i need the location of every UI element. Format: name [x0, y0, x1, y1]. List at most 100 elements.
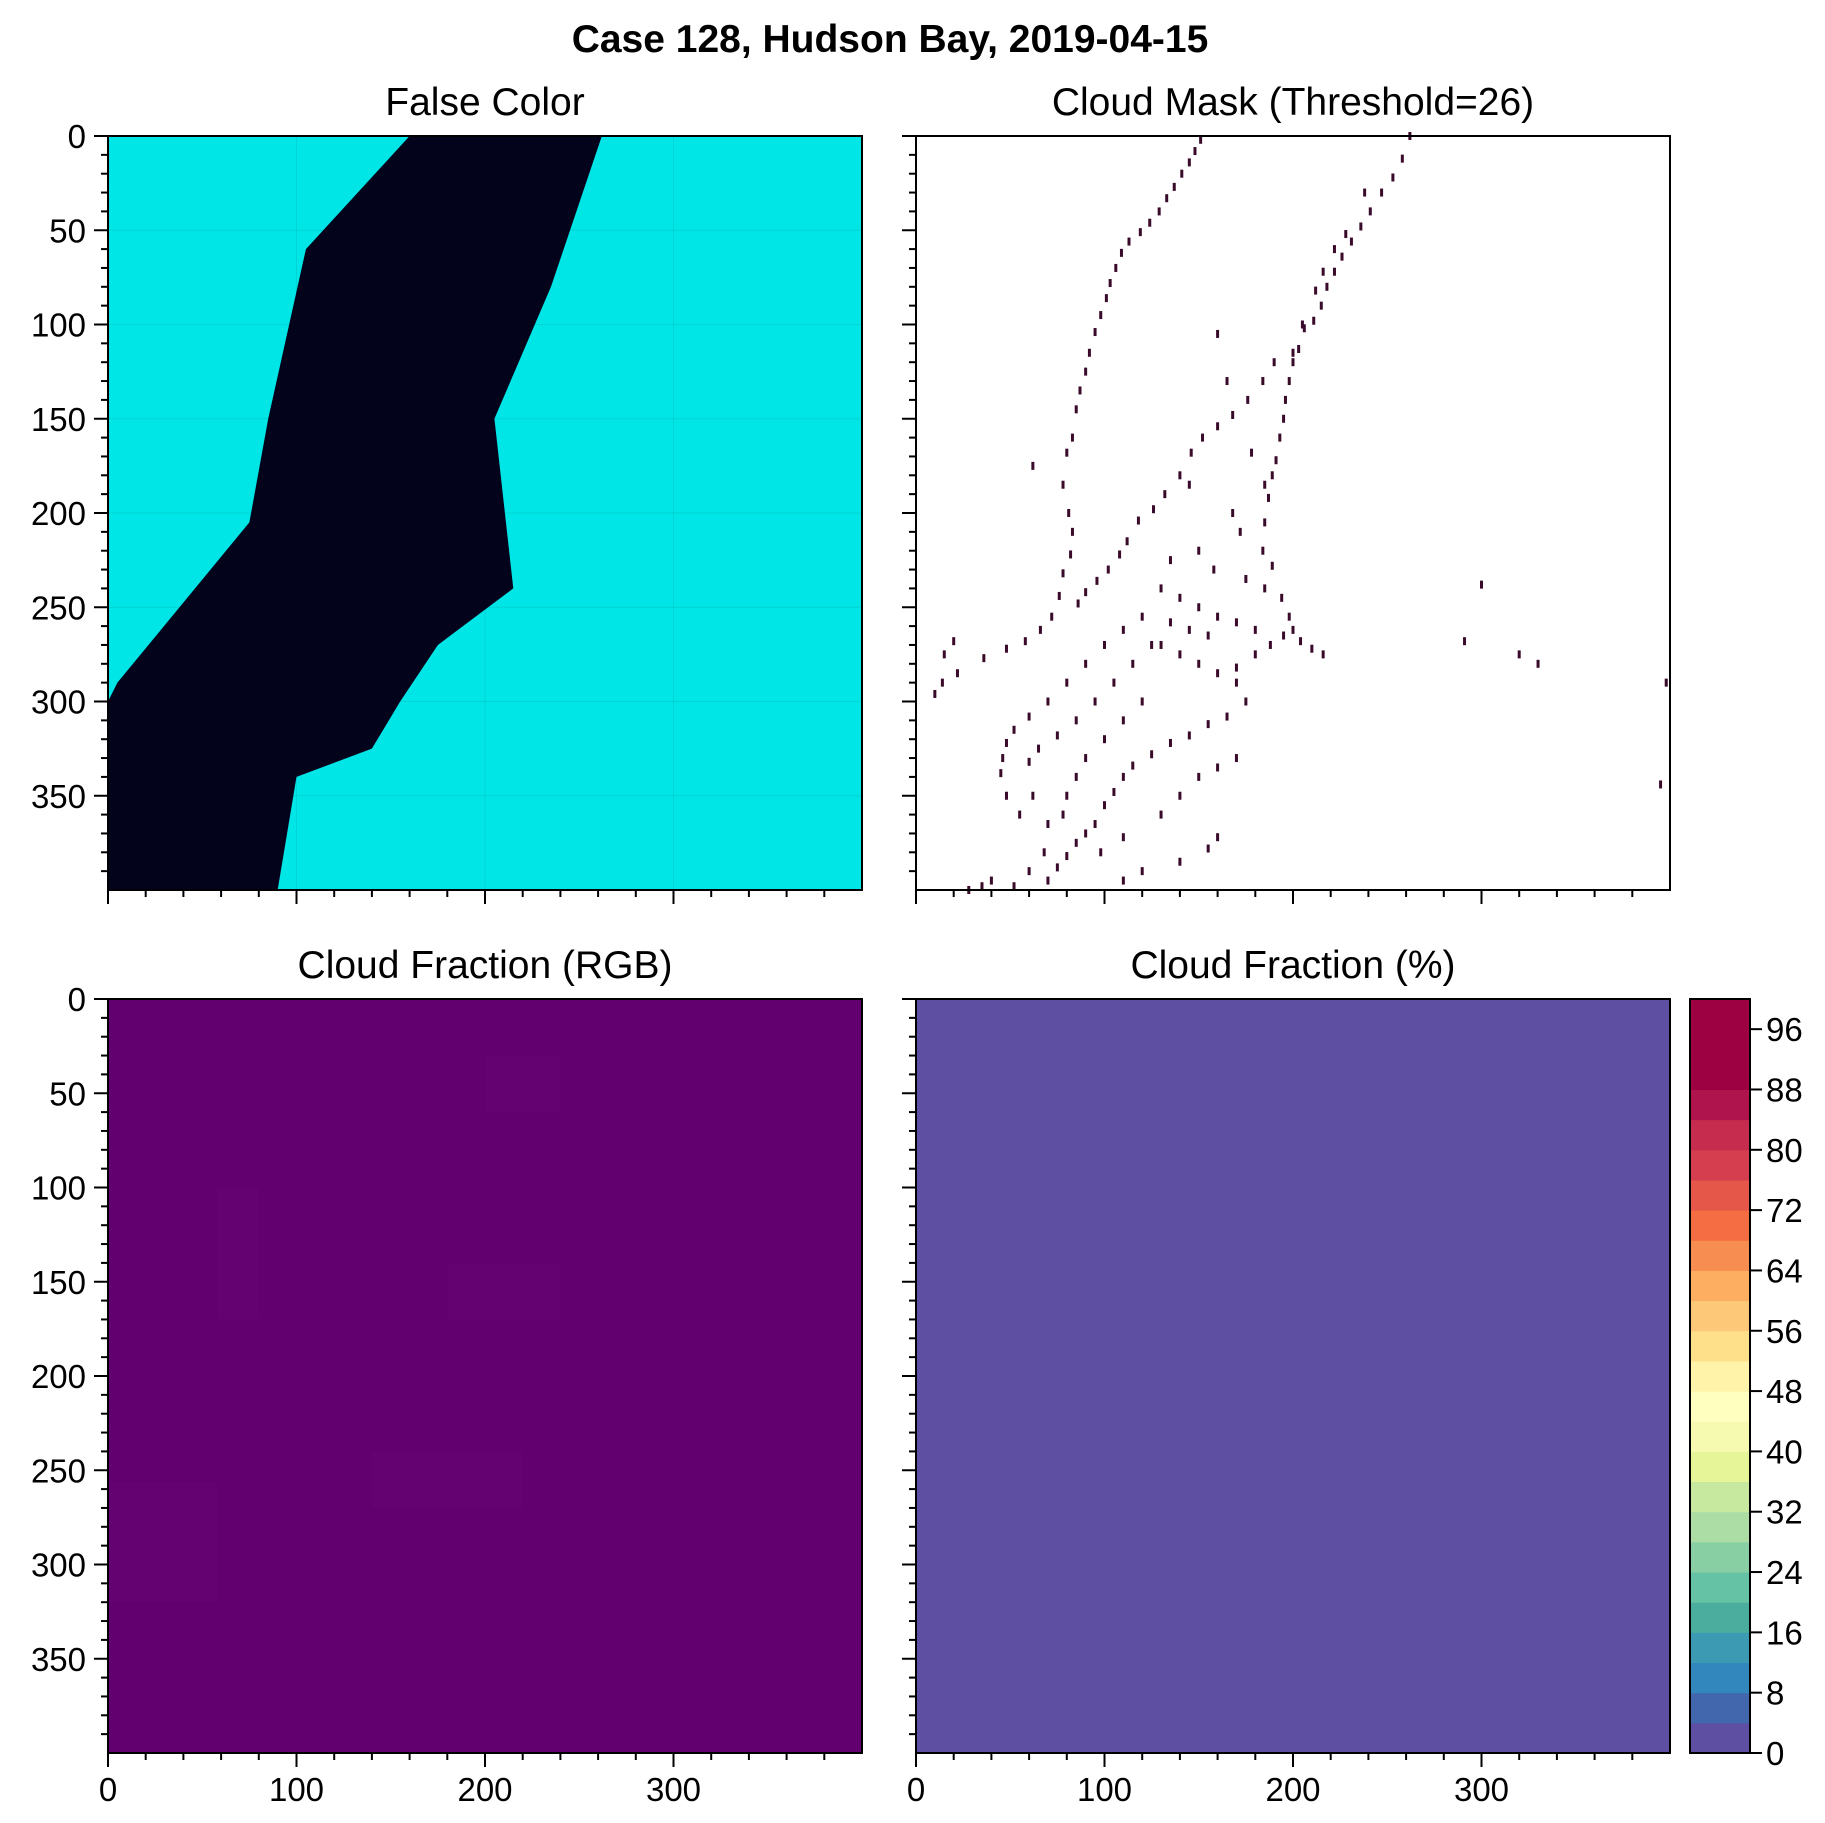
mask-pixel	[1159, 584, 1163, 593]
colorbar-tick-label: 32	[1766, 1494, 1803, 1531]
mask-pixel	[1165, 194, 1169, 203]
mask-pixel	[1216, 669, 1220, 678]
mask-pixel	[1172, 182, 1176, 191]
mask-pixel	[1380, 188, 1384, 197]
mask-pixel	[1391, 173, 1395, 182]
mask-pixel	[942, 650, 946, 659]
mask-pixel	[1231, 410, 1235, 419]
mask-pixel	[1140, 867, 1144, 876]
colorbar-tick-label: 40	[1766, 1433, 1803, 1470]
panel-cloud-fraction-pct: Cloud Fraction (%) 0 100 200 300	[902, 944, 1671, 1808]
mask-pixel	[1187, 731, 1191, 740]
mask-pixel	[1103, 801, 1106, 810]
panel-cloud-fraction-rgb: Cloud Fraction (RGB) 0 100 200 300 0 50 100 150…	[31, 944, 863, 1808]
mask-pixel	[1027, 757, 1031, 766]
mask-pixel	[1131, 659, 1135, 668]
colorbar-segment	[1690, 1179, 1750, 1211]
cloud-mask-image	[916, 132, 1670, 894]
colorbar-segment	[1690, 1391, 1750, 1422]
axes-ticks-cloud-fraction-rgb: 0 100 200 300 0 50 100 150 200 250 300 350	[31, 981, 826, 1808]
mask-pixel	[1297, 345, 1301, 354]
mask-pixel	[1065, 678, 1069, 687]
mask-pixel	[1038, 625, 1042, 634]
mask-pixel	[1095, 576, 1099, 585]
mask-pixel	[1302, 324, 1306, 333]
mask-pixel	[1197, 603, 1201, 612]
panel-title-cloud-fraction-rgb: Cloud Fraction (RGB)	[298, 944, 673, 987]
mask-pixel	[1216, 763, 1220, 772]
x-tick-label: 0	[99, 1771, 117, 1808]
mask-pixel	[1319, 301, 1323, 310]
y-tick-label: 350	[31, 1641, 86, 1678]
x-tick-label: 100	[1077, 1771, 1132, 1808]
open-water-area	[108, 136, 602, 890]
colorbar-tick-label: 56	[1766, 1313, 1803, 1350]
colorbar-segment	[1690, 1240, 1750, 1271]
mask-pixel	[1099, 848, 1103, 857]
mask-pixel	[1065, 852, 1069, 861]
colorbar-segment	[1690, 1029, 1750, 1060]
mask-pixel	[1140, 612, 1144, 621]
y-tick-label: 100	[31, 1170, 86, 1207]
mask-pixel	[1270, 471, 1274, 480]
y-tick-label: 50	[49, 212, 86, 249]
mask-pixel	[1084, 829, 1088, 838]
mask-pixel	[1004, 644, 1008, 653]
mask-pixel	[1206, 631, 1210, 640]
mask-pixel	[1244, 697, 1248, 706]
mask-pixel	[1046, 820, 1050, 829]
colorbar-tick-label: 80	[1766, 1132, 1803, 1169]
mask-pixel	[1104, 294, 1108, 303]
mask-pixel	[1125, 537, 1129, 546]
mask-pixel	[980, 882, 984, 891]
mask-pixel	[1087, 348, 1091, 357]
colorbar-frame	[1689, 998, 1751, 1754]
mask-pixel	[1099, 311, 1103, 320]
rgb-patch	[108, 1481, 218, 1603]
mask-pixel	[1234, 754, 1238, 763]
mask-pixel	[1253, 625, 1257, 634]
panel-title-false-color: False Color	[385, 81, 584, 124]
colorbar-tick-label: 88	[1766, 1071, 1803, 1108]
mask-pixel	[1084, 367, 1088, 376]
mask-pixel	[1197, 546, 1201, 555]
mask-pixel	[1268, 640, 1272, 649]
mask-pixel	[1178, 650, 1182, 659]
mask-pixel	[1168, 556, 1172, 565]
colorbar-tick-label: 0	[1766, 1735, 1784, 1772]
x-tick-label: 300	[646, 1771, 701, 1808]
mask-pixel	[1216, 422, 1220, 431]
mask-pixel	[1076, 599, 1080, 608]
mask-pixel	[940, 678, 944, 687]
mask-pixel	[1187, 480, 1191, 489]
mask-pixel	[1121, 716, 1125, 725]
colorbar-segment	[1690, 1330, 1750, 1362]
mask-pixel	[1332, 245, 1336, 254]
y-tick-label: 150	[31, 401, 86, 438]
mask-pixel	[1108, 279, 1112, 288]
colorbar-segment	[1690, 1149, 1750, 1181]
mask-pixel	[1212, 565, 1216, 574]
mask-pixel	[1046, 697, 1050, 706]
mask-pixel	[1070, 433, 1074, 442]
mask-pixel	[1074, 716, 1078, 725]
mask-pixel	[1278, 433, 1282, 442]
mask-pixel	[1193, 147, 1197, 156]
mask-pixel	[1263, 480, 1267, 489]
mask-background	[916, 136, 1670, 890]
colorbar-segment	[1690, 1662, 1750, 1694]
mask-pixel	[1031, 461, 1035, 470]
mask-pixel	[1283, 395, 1287, 404]
mask-pixel	[982, 654, 986, 663]
mask-pixel	[1070, 527, 1074, 536]
mask-pixel	[955, 669, 959, 678]
panel-cloud-mask: Cloud Mask (Threshold=26)	[902, 81, 1671, 904]
mask-pixel	[1093, 328, 1097, 337]
y-tick-label: 350	[31, 778, 86, 815]
x-tick-label: 0	[907, 1771, 925, 1808]
x-tick-label: 300	[1454, 1771, 1509, 1808]
mask-pixel	[1046, 876, 1050, 885]
mask-pixel	[1287, 377, 1291, 386]
mask-pixel	[1084, 659, 1088, 668]
mask-pixel	[1112, 678, 1116, 687]
